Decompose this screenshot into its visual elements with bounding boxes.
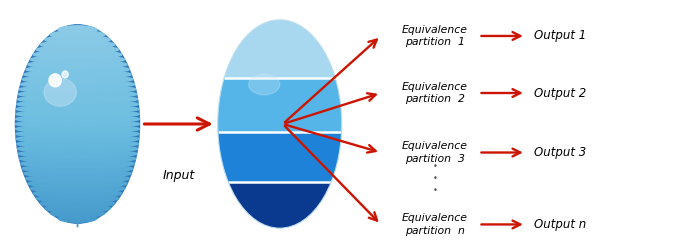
Ellipse shape [21,80,134,88]
Ellipse shape [18,95,137,103]
Ellipse shape [26,65,129,73]
Ellipse shape [16,120,140,128]
Ellipse shape [40,199,115,207]
Ellipse shape [36,46,119,54]
Ellipse shape [16,130,140,138]
Ellipse shape [30,56,125,63]
Ellipse shape [36,194,119,202]
Ellipse shape [16,125,140,133]
Bar [204,132,355,182]
Ellipse shape [30,185,125,192]
Ellipse shape [16,110,140,118]
Ellipse shape [21,160,134,168]
Ellipse shape [18,90,137,98]
Ellipse shape [49,74,61,87]
Text: Output 3: Output 3 [534,146,587,159]
Ellipse shape [16,115,140,123]
Bar [204,20,355,78]
Ellipse shape [22,75,133,83]
Ellipse shape [40,41,115,49]
Text: Equivalence
partition  3: Equivalence partition 3 [402,141,468,164]
Ellipse shape [24,70,131,78]
Ellipse shape [62,71,68,78]
Ellipse shape [44,78,76,106]
Ellipse shape [24,170,131,178]
Bar [204,78,355,132]
Ellipse shape [45,36,110,44]
Ellipse shape [16,135,139,143]
Text: Equivalence
partition  2: Equivalence partition 2 [402,82,468,104]
Ellipse shape [17,100,138,108]
Text: •
•
•: • • • [432,162,437,195]
Text: Output n: Output n [534,218,587,231]
Ellipse shape [51,31,104,39]
Text: Output 2: Output 2 [534,87,587,99]
Text: Output 1: Output 1 [534,30,587,42]
Ellipse shape [20,155,135,163]
Ellipse shape [58,26,97,34]
Ellipse shape [51,209,104,217]
Bar [204,182,355,228]
Ellipse shape [26,175,129,183]
Text: Equivalence
partition  1: Equivalence partition 1 [402,25,468,47]
Ellipse shape [16,25,140,223]
Text: Equivalence
partition  n: Equivalence partition n [402,213,468,236]
Ellipse shape [33,189,122,197]
Ellipse shape [22,165,133,173]
Ellipse shape [28,61,127,68]
Ellipse shape [45,204,110,212]
Ellipse shape [16,105,139,113]
Ellipse shape [33,51,122,59]
Ellipse shape [18,145,137,153]
Ellipse shape [249,74,280,95]
Text: Input: Input [162,169,195,182]
Ellipse shape [28,180,127,187]
Ellipse shape [18,150,137,158]
Ellipse shape [20,85,135,93]
Ellipse shape [58,214,97,222]
Ellipse shape [17,140,138,148]
